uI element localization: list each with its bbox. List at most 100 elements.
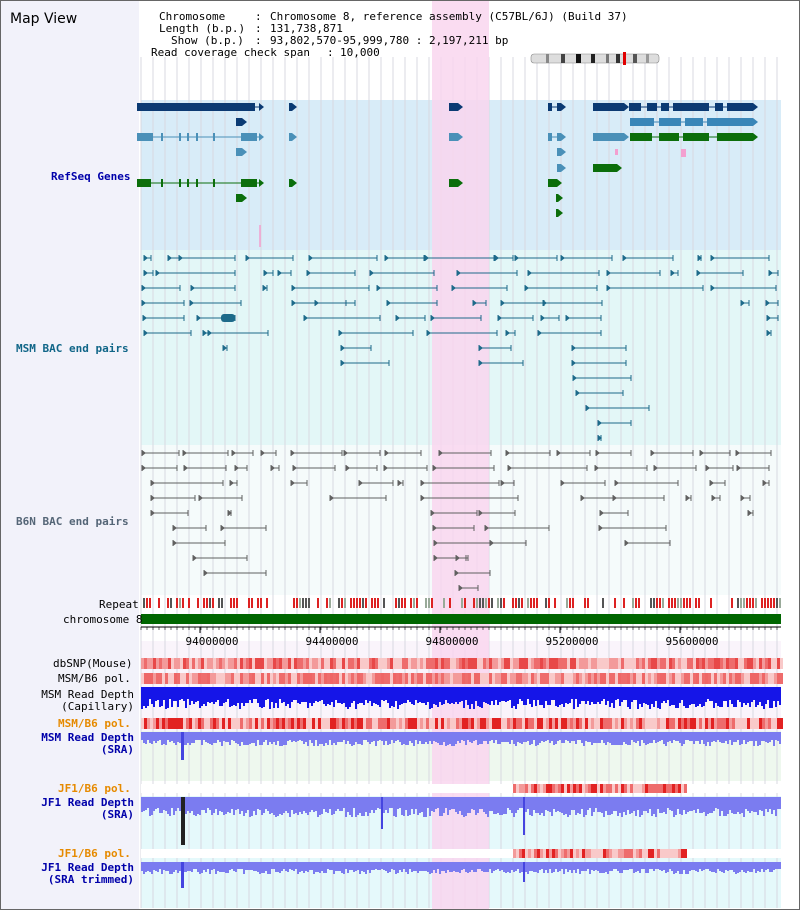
jf1-trimmed-depth-bar (325, 862, 327, 873)
ideogram-band (616, 54, 620, 63)
msm-sra-depth-bar (661, 732, 663, 740)
jf1-b6-pol-cell (144, 784, 147, 793)
track-label-b6n-bac[interactable]: B6N BAC end pairs (16, 515, 129, 528)
dbsnp-cell (654, 658, 657, 669)
dbsnp-cell (420, 658, 423, 669)
msm-cap-depth-bar (777, 687, 779, 701)
msm-sra-depth-bar (571, 732, 573, 741)
jf1-b6-pol2-cell (447, 849, 450, 858)
repeat-mark (260, 598, 262, 608)
jf1-sra-depth-bar (625, 797, 627, 815)
jf1-trimmed-depth-bar (711, 862, 713, 872)
msm-b6-pol-cell (777, 673, 780, 684)
dbsnp-cell (306, 658, 309, 669)
jf1-trimmed-depth-bar (485, 862, 487, 872)
msm-b6-pol2-cell (429, 718, 432, 729)
msm-b6-pol2-cell (630, 718, 633, 729)
dbsnp-cell (327, 658, 330, 669)
msm-cap-depth-bar (759, 687, 761, 702)
jf1-b6-pol2-cell (549, 849, 552, 858)
jf1-b6-pol2-cell (495, 849, 498, 858)
jf1-trimmed-depth-bar (677, 862, 679, 871)
msm-sra-depth-bar (337, 732, 339, 742)
b6n-bac-pair-tick (184, 465, 188, 471)
msm-b6-pol2-cell (207, 718, 210, 729)
msm-sra-depth-bar (247, 732, 249, 745)
msm-sra-depth-bar (553, 732, 555, 745)
jf1-sra-depth-bar (165, 797, 167, 811)
gene-exon (647, 103, 657, 111)
msm-b6-pol-cell (381, 673, 384, 684)
msm-cap-depth-bar (571, 687, 573, 699)
jf1-sra-depth-bar (467, 797, 469, 813)
gene-exon (236, 118, 242, 126)
jf1-b6-pol-cell (564, 784, 567, 793)
msm-b6-pol-cell (387, 673, 390, 684)
msm-b6-pol-cell (324, 673, 327, 684)
msm-sra-depth-bar (147, 732, 149, 740)
jf1-trimmed-depth-bar (661, 862, 663, 871)
jf1-trimmed-depth-bar (489, 862, 491, 869)
b6n-bac-pair-tick (291, 480, 295, 486)
msm-sra-depth-bar (643, 732, 645, 743)
msm-cap-depth-bar (649, 687, 651, 709)
jf1-sra-depth-bar (537, 797, 539, 813)
msm-b6-pol-cell (555, 673, 558, 684)
dbsnp-cell (270, 658, 273, 669)
jf1-trimmed-depth-bar (423, 862, 425, 871)
jf1-b6-pol-cell (471, 784, 474, 793)
msm-b6-pol-cell (255, 673, 258, 684)
jf1-trimmed-depth-bar (545, 862, 547, 870)
jf1-sra-depth-bar (587, 797, 589, 810)
jf1-b6-pol2-cell (489, 849, 492, 858)
track-label-msm-bac[interactable]: MSM BAC end pairs (16, 342, 129, 355)
jf1-trimmed-depth-bar (685, 862, 687, 874)
repeat-mark (410, 598, 412, 608)
msm-b6-pol-cell (495, 673, 498, 684)
msm-cap-depth-bar (193, 687, 195, 704)
msm-cap-depth-bar (515, 687, 517, 709)
jf1-sra-depth-bar (489, 797, 491, 811)
msm-cap-depth-bar (153, 687, 155, 707)
gene-arrow (561, 148, 566, 156)
jf1-trimmed-depth-bar (579, 862, 581, 874)
b6n-bac-pair-tick (183, 450, 187, 456)
dbsnp-cell (330, 658, 333, 669)
dbsnp-cell (444, 658, 447, 669)
jf1-b6-pol-cell (744, 784, 747, 793)
msm-b6-pol2-cell (351, 718, 354, 729)
dbsnp-cell (759, 658, 762, 669)
msm-b6-pol2-cell (237, 718, 240, 729)
msm-sra-depth-bar (539, 732, 541, 743)
msm-cap-depth-bar (213, 687, 215, 704)
msm-sra-depth-bar (389, 732, 391, 744)
jf1-sra-depth-bar (657, 797, 659, 809)
repeat-mark (296, 598, 298, 608)
jf1-trimmed-depth-bar (315, 862, 317, 872)
jf1-sra-depth-bar (759, 797, 761, 810)
msm-b6-pol-cell (582, 673, 585, 684)
msm-b6-pol-cell (435, 673, 438, 684)
jf1-b6-pol-cell (183, 784, 186, 793)
jf1-sra-depth-bar (611, 797, 613, 814)
msm-b6-pol2-cell (720, 718, 723, 729)
msm-b6-pol2-cell (741, 718, 744, 729)
jf1-sra-depth-bar (247, 797, 249, 810)
jf1-trimmed-depth-bar (225, 862, 227, 873)
jf1-b6-pol-cell (393, 784, 396, 793)
track-label-refseq[interactable]: RefSeq Genes (51, 170, 131, 183)
gene-exon (289, 179, 292, 187)
jf1-trimmed-depth-bar (357, 862, 359, 870)
msm-b6-pol-cell (195, 673, 198, 684)
jf1-b6-pol-cell (480, 784, 483, 793)
msm-b6-pol2-cell (408, 718, 411, 729)
jf1-trimmed-depth-bar (411, 862, 413, 872)
msm-sra-depth-bar (605, 732, 607, 745)
repeat-mark (488, 598, 490, 608)
msm-sra-depth-bar (489, 732, 491, 741)
msm-sra-depth-bar (527, 732, 529, 741)
jf1-sra-depth-bar (605, 797, 607, 811)
jf1-b6-pol-cell (630, 784, 633, 793)
jf1-b6-pol2-cell (144, 849, 147, 858)
